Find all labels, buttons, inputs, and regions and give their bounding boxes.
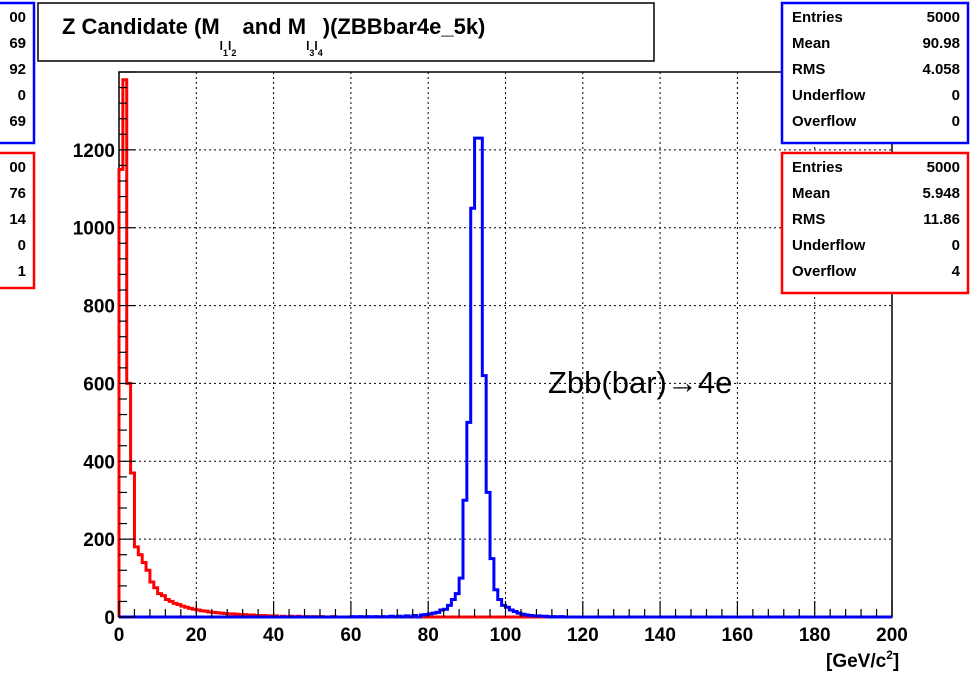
stat-value-rms: 4.058 (922, 61, 960, 78)
stat-fragment: 69 (9, 113, 26, 130)
stat-value-overflow: 0 (952, 113, 960, 130)
x-tick-label-140: 140 (644, 625, 676, 646)
stat-label-underflow: Underflow (792, 237, 866, 254)
y-tick-label-400: 400 (83, 452, 115, 473)
stat-boxes-left-partial: 00 69 92 0 69 00 76 14 0 1 (0, 1, 36, 290)
stat-value-overflow: 4 (952, 263, 961, 280)
stat-box-left-red (0, 151, 36, 290)
stat-fragment: 69 (9, 35, 26, 52)
stat-value-rms: 11.86 (923, 211, 960, 228)
x-axis-unit-label: [GeV/c2] (826, 648, 899, 672)
stat-fragment: 0 (18, 237, 26, 254)
stat-fragment: 14 (9, 211, 26, 228)
stat-fragment: 00 (9, 159, 26, 176)
x-tick-label-20: 20 (186, 625, 207, 646)
x-tick-label-80: 80 (418, 625, 439, 646)
title-box (37, 2, 655, 62)
x-tick-label-0: 0 (114, 625, 125, 646)
stat-label-mean: Mean (792, 35, 830, 52)
stat-label-rms: RMS (792, 211, 825, 228)
chart-title: Z Candidate (Ml1l2 and Ml3l4)(ZBBbar4e_5… (62, 14, 485, 58)
y-tick-label-1200: 1200 (73, 141, 115, 162)
y-tick-label-600: 600 (83, 374, 115, 395)
stat-label-mean: Mean (792, 185, 830, 202)
stat-label-overflow: Overflow (792, 113, 857, 130)
stat-fragment: 76 (9, 185, 26, 202)
stat-label-rms: RMS (792, 61, 825, 78)
x-tick-label-40: 40 (263, 625, 284, 646)
histogram-blue-series (119, 136, 892, 619)
stat-label-entries: Entries (792, 159, 843, 176)
x-tick-label-200: 200 (876, 625, 908, 646)
y-tick-label-0: 0 (104, 608, 115, 629)
y-tick-label-1000: 1000 (73, 219, 115, 240)
y-tick-label-800: 800 (83, 297, 115, 318)
stat-fragment: 1 (18, 263, 26, 280)
plot-annotation: Zbb(bar)→4e (548, 365, 732, 400)
stat-value-mean: 5.948 (922, 185, 960, 202)
stat-value-underflow: 0 (952, 87, 960, 104)
stat-box-left-blue (0, 1, 36, 145)
stat-box-blue (780, 1, 970, 145)
stat-value-mean: 90.98 (922, 35, 960, 52)
stat-value-underflow: 0 (952, 237, 960, 254)
stat-label-underflow: Underflow (792, 87, 866, 104)
stat-box-red (780, 151, 970, 295)
stat-value-entries: 5000 (927, 159, 960, 176)
x-tick-label-180: 180 (799, 625, 831, 646)
stat-label-overflow: Overflow (792, 263, 857, 280)
stat-fragment: 92 (9, 61, 26, 78)
axes: 0 20 40 60 80 100 120 140 160 180 200 0 200 400 600 800… (73, 71, 908, 646)
stat-boxes-right: Entries 5000 Mean 90.98 RMS 4.058 Underflow 0 Ov… (780, 1, 970, 295)
stat-label-entries: Entries (792, 9, 843, 26)
stat-fragment: 00 (9, 9, 26, 26)
stat-value-entries: 5000 (927, 9, 960, 26)
x-tick-label-100: 100 (490, 625, 522, 646)
x-tick-label-120: 120 (567, 625, 599, 646)
x-tick-label-160: 160 (722, 625, 754, 646)
stat-fragment: 0 (18, 87, 26, 104)
y-tick-label-200: 200 (83, 530, 115, 551)
grid-lines (119, 72, 892, 617)
x-tick-label-60: 60 (340, 625, 361, 646)
